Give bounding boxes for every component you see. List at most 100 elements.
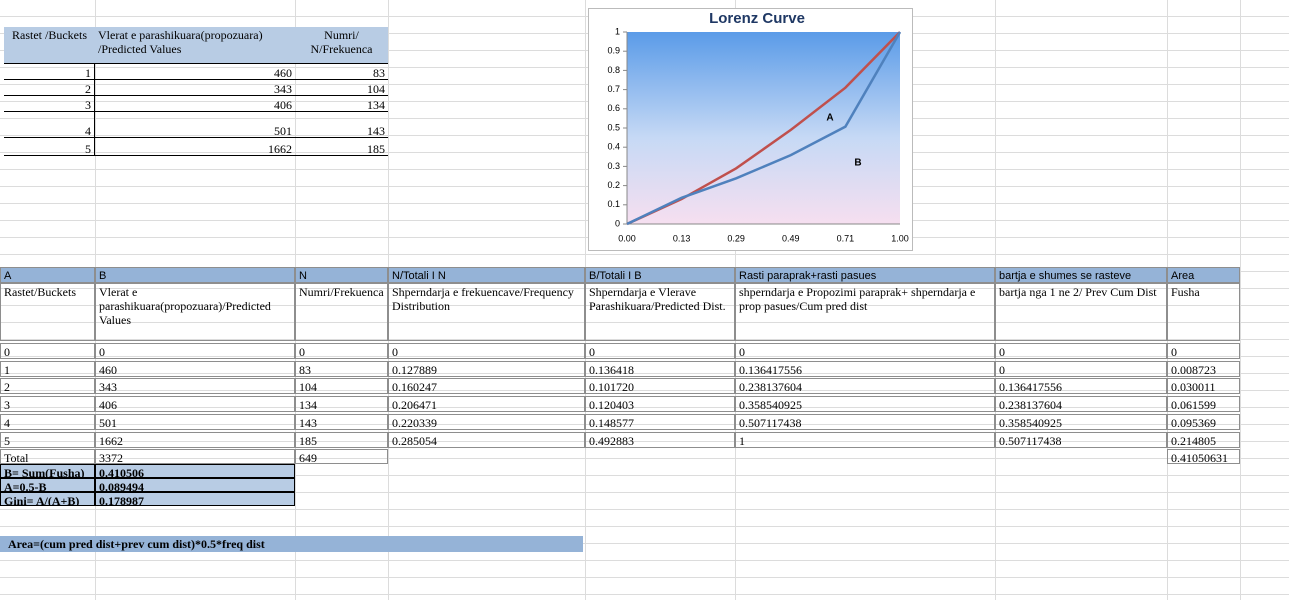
y-tick-label: 0.9	[607, 46, 620, 56]
cell: A=0.5-B	[0, 478, 95, 493]
x-tick-label: 1.00	[891, 233, 909, 243]
cell: 460	[95, 64, 295, 80]
column-line	[1240, 0, 1241, 600]
cell: 4	[0, 413, 95, 430]
cell: Area=(cum pred dist+prev cum dist)*0.5*f…	[0, 536, 583, 552]
cell: B/Totali I B	[585, 267, 735, 283]
cell: bartja nga 1 ne 2/ Prev Cum Dist	[995, 283, 1167, 341]
cell: 0	[1167, 343, 1240, 359]
cell: Gini= A/(A+B)	[0, 492, 95, 507]
cell: 0.238137604	[995, 396, 1167, 413]
series-line	[626, 31, 902, 226]
cell: Vlerat e parashikuara(propozuara) /Predi…	[95, 27, 295, 64]
cell: 0.410506	[95, 464, 295, 479]
cell: 0	[735, 343, 995, 359]
annotation: A	[826, 113, 833, 124]
cell: 0.120403	[585, 396, 735, 413]
cell: 0.160247	[388, 378, 585, 395]
cell: bartja e shumes se rasteve	[995, 267, 1167, 283]
cell: 0.206471	[388, 396, 585, 413]
cell: 0	[388, 343, 585, 359]
cell: 343	[95, 378, 295, 395]
cell: 0.220339	[388, 413, 585, 430]
x-tick-label: 0.71	[837, 233, 855, 243]
cell: 0.089494	[95, 478, 295, 493]
cell: Rastet /Buckets	[4, 27, 95, 64]
cell: Rastet/Buckets	[0, 283, 95, 341]
cell: 0.492883	[585, 431, 735, 448]
cell: shperndarja e Propozimi paraprak+ shpern…	[735, 283, 995, 341]
cell: Shperndarja e frekuencave/Frequency Dist…	[388, 283, 585, 341]
cell: 104	[295, 378, 388, 395]
y-tick-label: 0.7	[607, 84, 620, 94]
cell: 0.285054	[388, 431, 585, 448]
y-tick-label: 0.1	[607, 199, 620, 209]
cell: B	[95, 267, 295, 283]
cell: 0.507117438	[995, 431, 1167, 448]
chart: Lorenz Curve 0 0.1 0.2 0.3 0.4 0.5 0.6 0.7 0.8 0.…	[588, 8, 913, 251]
cell: 83	[295, 64, 388, 80]
cell: 0.136417556	[735, 360, 995, 377]
cell: 83	[295, 360, 388, 377]
cell: 2	[4, 80, 95, 96]
y-tick-label: 0.6	[607, 103, 620, 113]
cell: A	[0, 267, 95, 283]
cell: 104	[295, 80, 388, 96]
cell: 0	[95, 343, 295, 359]
y-tick-label: 1	[615, 26, 620, 36]
cell: 0.238137604	[735, 378, 995, 395]
cell: 0	[295, 343, 388, 359]
cell: 0.507117438	[735, 413, 995, 430]
cell: 1	[4, 64, 95, 80]
cell: 406	[95, 96, 295, 112]
cell: 406	[95, 396, 295, 413]
cell: 143	[295, 112, 388, 138]
x-tick-label: 0.13	[673, 233, 691, 243]
cell: 0.136417556	[995, 378, 1167, 395]
cell: 134	[295, 396, 388, 413]
cell: 4	[4, 112, 95, 138]
cell: 0.101720	[585, 378, 735, 395]
cell: 649	[295, 449, 388, 465]
cell: B= Sum(Fusha)	[0, 464, 95, 479]
cell: Numri/Frekuenca	[295, 283, 388, 341]
cell: 1662	[95, 138, 295, 156]
cell: Fusha	[1167, 283, 1240, 341]
cell: 1	[0, 360, 95, 377]
cell: 343	[95, 80, 295, 96]
y-tick-label: 0.8	[607, 65, 620, 75]
cell: 0.358540925	[735, 396, 995, 413]
cell: 460	[95, 360, 295, 377]
cell: 0.358540925	[995, 413, 1167, 430]
cell: 0.178987	[95, 492, 295, 507]
cell: 134	[295, 96, 388, 112]
cell: Vlerat e parashikuara(propozuara)/Predic…	[95, 283, 295, 341]
cell: 0.127889	[388, 360, 585, 377]
cell: Numri/ N/Frekuenca	[295, 27, 388, 64]
cell: 0.214805	[1167, 431, 1240, 448]
cell: 143	[295, 413, 388, 430]
y-tick-label: 0.5	[607, 122, 620, 132]
chart-title: Lorenz Curve	[709, 10, 805, 27]
cell: N	[295, 267, 388, 283]
annotation: B	[854, 158, 861, 169]
cell: 0.030011	[1167, 378, 1240, 395]
cell: 1662	[95, 431, 295, 448]
cell: 3	[4, 96, 95, 112]
cell: 0.136418	[585, 360, 735, 377]
cell: 0.095369	[1167, 413, 1240, 430]
cell: 185	[295, 138, 388, 156]
y-tick-label: 0.3	[607, 161, 620, 171]
x-tick-label: 0.29	[727, 233, 745, 243]
cell: 0.061599	[1167, 396, 1240, 413]
cell: 0	[0, 343, 95, 359]
cell: 0	[995, 360, 1167, 377]
cell: 0.148577	[585, 413, 735, 430]
cell: 501	[95, 413, 295, 430]
cell: Area	[1167, 267, 1240, 283]
cell: 0	[585, 343, 735, 359]
cell: 185	[295, 431, 388, 448]
cell: Shperndarja e Vlerave Parashikuara/Predi…	[585, 283, 735, 341]
cell: 3	[0, 396, 95, 413]
cell: 5	[0, 431, 95, 448]
